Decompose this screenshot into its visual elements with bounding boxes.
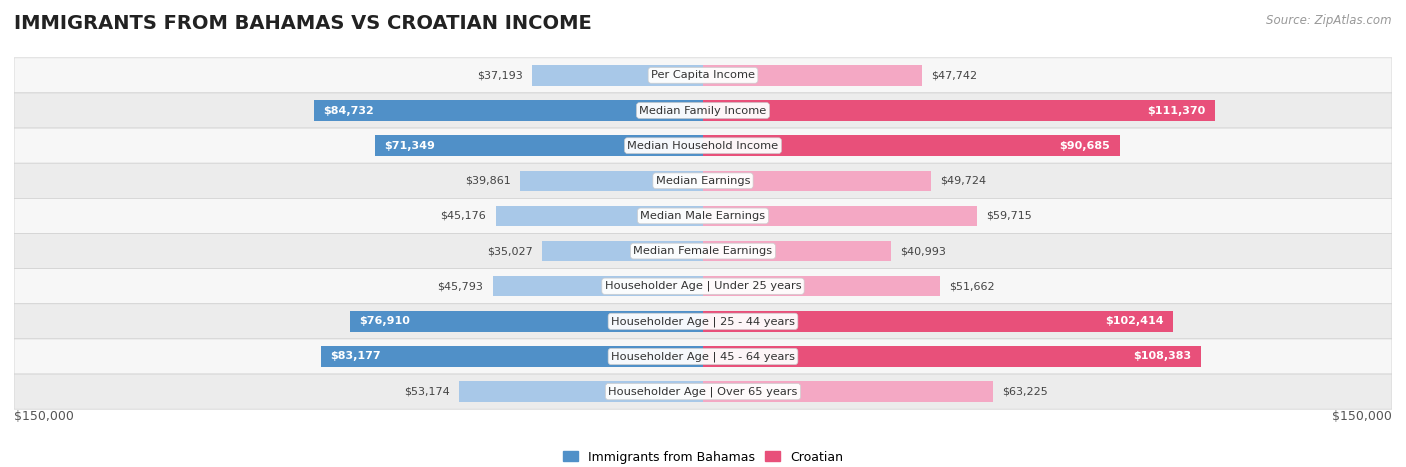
Text: Median Earnings: Median Earnings — [655, 176, 751, 186]
Text: $63,225: $63,225 — [1002, 387, 1049, 396]
FancyBboxPatch shape — [14, 128, 1392, 163]
Text: $83,177: $83,177 — [330, 352, 381, 361]
Text: Source: ZipAtlas.com: Source: ZipAtlas.com — [1267, 14, 1392, 27]
Text: Median Male Earnings: Median Male Earnings — [641, 211, 765, 221]
Bar — [321, 347, 703, 367]
Text: $59,715: $59,715 — [987, 211, 1032, 221]
Text: $53,174: $53,174 — [404, 387, 450, 396]
Bar — [495, 206, 703, 226]
Text: $47,742: $47,742 — [931, 71, 977, 80]
Text: $102,414: $102,414 — [1105, 316, 1164, 326]
FancyBboxPatch shape — [14, 374, 1392, 409]
Text: $39,861: $39,861 — [465, 176, 510, 186]
FancyBboxPatch shape — [14, 93, 1392, 128]
Text: $51,662: $51,662 — [949, 281, 995, 291]
FancyBboxPatch shape — [14, 58, 1392, 93]
Bar — [703, 382, 994, 402]
FancyBboxPatch shape — [14, 198, 1392, 234]
Text: $40,993: $40,993 — [900, 246, 946, 256]
FancyBboxPatch shape — [14, 269, 1392, 304]
FancyBboxPatch shape — [14, 339, 1392, 374]
Bar — [703, 241, 891, 261]
Bar — [703, 135, 1119, 156]
Text: $45,176: $45,176 — [440, 211, 486, 221]
Text: Householder Age | Over 65 years: Householder Age | Over 65 years — [609, 386, 797, 397]
Text: $76,910: $76,910 — [359, 316, 409, 326]
Text: $71,349: $71,349 — [384, 141, 436, 151]
Bar — [703, 347, 1201, 367]
Text: $150,000: $150,000 — [14, 410, 75, 423]
Text: Householder Age | Under 25 years: Householder Age | Under 25 years — [605, 281, 801, 291]
Text: $108,383: $108,383 — [1133, 352, 1192, 361]
Text: $90,685: $90,685 — [1060, 141, 1111, 151]
Bar — [703, 206, 977, 226]
Bar — [703, 100, 1215, 120]
Bar — [703, 311, 1174, 332]
Bar — [543, 241, 703, 261]
Text: $37,193: $37,193 — [477, 71, 523, 80]
Text: Per Capita Income: Per Capita Income — [651, 71, 755, 80]
Text: $49,724: $49,724 — [941, 176, 987, 186]
Bar — [520, 170, 703, 191]
Text: Median Female Earnings: Median Female Earnings — [634, 246, 772, 256]
FancyBboxPatch shape — [14, 234, 1392, 269]
Bar — [314, 100, 703, 120]
Text: $150,000: $150,000 — [1331, 410, 1392, 423]
Text: Householder Age | 45 - 64 years: Householder Age | 45 - 64 years — [612, 351, 794, 362]
Bar — [375, 135, 703, 156]
Text: Median Family Income: Median Family Income — [640, 106, 766, 115]
Text: $45,793: $45,793 — [437, 281, 484, 291]
Text: Median Household Income: Median Household Income — [627, 141, 779, 151]
Text: IMMIGRANTS FROM BAHAMAS VS CROATIAN INCOME: IMMIGRANTS FROM BAHAMAS VS CROATIAN INCO… — [14, 14, 592, 33]
Text: $111,370: $111,370 — [1147, 106, 1205, 115]
FancyBboxPatch shape — [14, 163, 1392, 198]
Text: Householder Age | 25 - 44 years: Householder Age | 25 - 44 years — [612, 316, 794, 326]
Text: $84,732: $84,732 — [323, 106, 374, 115]
FancyBboxPatch shape — [14, 304, 1392, 339]
Text: $35,027: $35,027 — [488, 246, 533, 256]
Bar — [492, 276, 703, 297]
Legend: Immigrants from Bahamas, Croatian: Immigrants from Bahamas, Croatian — [558, 446, 848, 467]
Bar — [703, 65, 922, 85]
Bar — [703, 170, 931, 191]
Bar — [533, 65, 703, 85]
Bar — [350, 311, 703, 332]
Bar — [703, 276, 941, 297]
Bar — [458, 382, 703, 402]
